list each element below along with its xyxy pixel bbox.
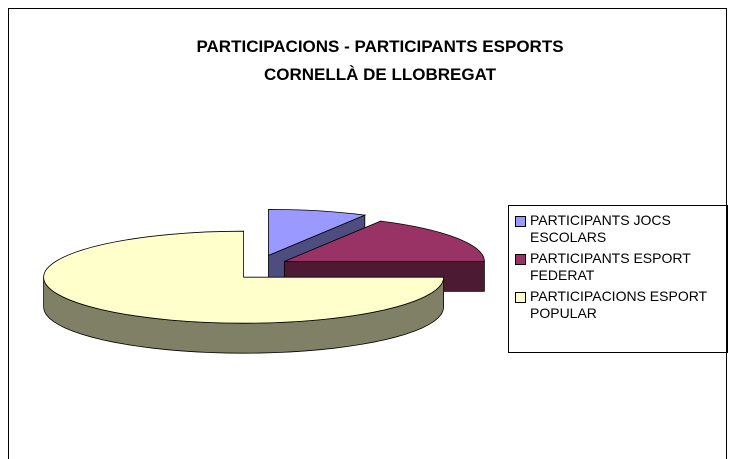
- legend-swatch: [515, 292, 526, 303]
- pie-slice: [268, 209, 367, 257]
- legend-item: PARTICIPANTS ESPORT FEDERAT: [515, 250, 723, 284]
- chart-title: PARTICIPACIONS - PARTICIPANTS ESPORTS: [196, 37, 563, 56]
- pie-slice: [284, 220, 485, 262]
- legend-label: PARTICIPANTS ESPORT FEDERAT: [530, 250, 691, 283]
- legend-item: PARTICIPACIONS ESPORT POPULAR: [515, 288, 723, 322]
- chart-frame: [8, 8, 727, 459]
- legend: PARTICIPANTS JOCS ESCOLARS PARTICIPANTS E…: [508, 205, 728, 353]
- pie-slice: [43, 230, 445, 324]
- legend-swatch: [515, 254, 526, 265]
- legend-swatch: [515, 216, 526, 227]
- legend-label: PARTICIPANTS JOCS ESCOLARS: [530, 212, 671, 245]
- chart-title: CORNELLÀ DE LLOBREGAT: [264, 65, 497, 84]
- legend-item: PARTICIPANTS JOCS ESCOLARS: [515, 212, 723, 246]
- legend-label: PARTICIPACIONS ESPORT POPULAR: [530, 288, 707, 321]
